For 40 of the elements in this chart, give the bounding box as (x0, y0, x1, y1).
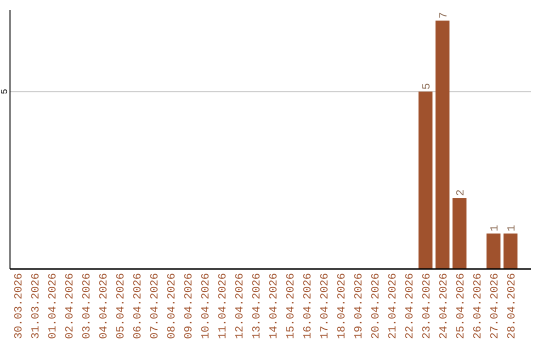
x-tick-label: 16.04.2026 (302, 273, 314, 340)
x-tick-label: 24.04.2026 (438, 273, 450, 340)
x-tick-label: 17.04.2026 (320, 273, 332, 340)
x-tick-label: 21.04.2026 (388, 273, 400, 340)
x-tick-label: 30.03.2026 (14, 273, 26, 340)
x-tick-label: 20.04.2026 (370, 273, 382, 340)
x-tick-label: 27.04.2026 (490, 273, 502, 340)
bar (436, 20, 450, 269)
x-tick-label: 12.04.2026 (234, 273, 246, 340)
x-tick-label: 22.04.2026 (404, 273, 416, 340)
data-label: 1 (506, 224, 518, 232)
x-tick-label: 13.04.2026 (252, 273, 264, 340)
x-tick-label: 05.04.2026 (116, 273, 128, 340)
x-tick-label: 04.04.2026 (98, 273, 110, 340)
x-tick-label: 03.04.2026 (82, 273, 94, 340)
x-tick-label: 18.04.2026 (336, 273, 348, 340)
x-tick-label: 25.04.2026 (456, 273, 468, 340)
x-tick-label: 11.04.2026 (218, 273, 230, 340)
data-label: 7 (438, 12, 450, 19)
x-tick-label: 19.04.2026 (354, 273, 366, 340)
x-tick-label: 14.04.2026 (268, 273, 280, 340)
x-tick-label: 09.04.2026 (184, 273, 196, 340)
data-label: 2 (456, 189, 468, 196)
x-tick-label: 26.04.2026 (472, 273, 484, 340)
x-tick-label: 06.04.2026 (132, 273, 144, 340)
x-tick-label: 02.04.2026 (64, 273, 76, 340)
data-label: 5 (422, 82, 434, 90)
bar (452, 198, 466, 269)
bar (486, 234, 500, 269)
x-tick-label: 01.04.2026 (48, 273, 60, 340)
bar (418, 92, 432, 269)
x-tick-label: 10.04.2026 (200, 273, 212, 340)
data-label: 1 (490, 224, 502, 232)
x-tick-label: 28.04.2026 (506, 273, 518, 340)
bar (504, 234, 518, 269)
x-tick-label: 07.04.2026 (150, 273, 162, 340)
x-tick-label: 23.04.2026 (422, 273, 434, 340)
x-tick-label: 15.04.2026 (286, 273, 298, 340)
x-tick-label: 08.04.2026 (166, 273, 178, 340)
x-tick-label: 31.03.2026 (30, 273, 42, 340)
